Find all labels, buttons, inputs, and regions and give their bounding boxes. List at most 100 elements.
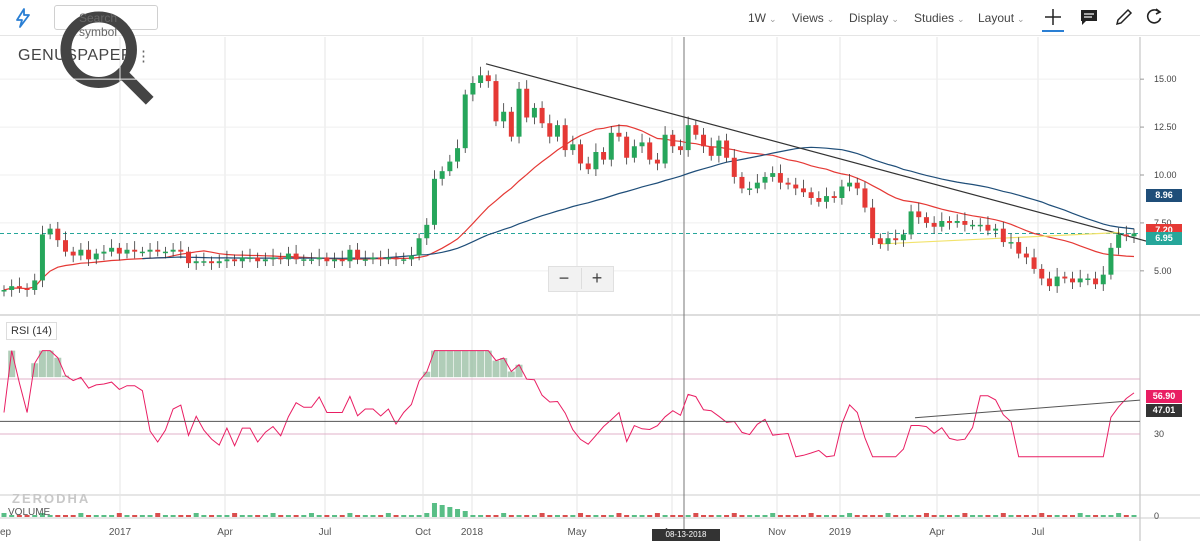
- candle-body: [816, 198, 822, 202]
- volume-bar: [447, 507, 453, 517]
- more-options-icon[interactable]: ⋮: [136, 48, 151, 65]
- price-tick-label: 10.00: [1154, 170, 1177, 180]
- volume-bar: [962, 513, 968, 517]
- candle-body: [793, 184, 799, 189]
- candle-body: [147, 249, 153, 252]
- volume-bar: [1008, 515, 1014, 517]
- candle-body: [78, 249, 84, 256]
- volume-bar: [455, 509, 461, 517]
- candle-body: [654, 159, 660, 164]
- top-toolbar: Search symbol 1W ⌄ Views ⌄ Display ⌄ Studie…: [0, 0, 1200, 105]
- interval-menu[interactable]: 1W ⌄: [748, 11, 777, 25]
- volume-bar: [947, 515, 953, 517]
- volume-bar: [185, 515, 191, 517]
- time-tick-label: Apr: [217, 527, 233, 538]
- volume-bar: [62, 515, 68, 517]
- volume-bar: [931, 515, 937, 517]
- candle-body: [939, 221, 945, 227]
- candle-body: [777, 173, 783, 183]
- layout-menu[interactable]: Layout ⌄: [978, 11, 1025, 25]
- studies-menu[interactable]: Studies ⌄: [914, 11, 965, 25]
- volume-bar: [993, 515, 999, 517]
- lightning-logo-icon[interactable]: [12, 7, 34, 29]
- volume-bar: [985, 515, 991, 517]
- candle-body: [62, 240, 68, 252]
- volume-bar: [193, 513, 199, 517]
- volume-bar: [178, 515, 184, 517]
- candle-body: [201, 261, 207, 263]
- candle-body: [1008, 242, 1014, 244]
- volume-bar: [162, 515, 168, 517]
- time-tick-label: May: [568, 527, 587, 538]
- time-tick-label: Jul: [1032, 527, 1045, 538]
- candle-body: [693, 125, 699, 135]
- candle-body: [1039, 268, 1045, 279]
- candle-body: [93, 253, 99, 260]
- candle-body: [132, 249, 138, 252]
- candle-body: [155, 249, 161, 252]
- volume-bar: [570, 515, 576, 517]
- comment-icon[interactable]: [1078, 6, 1100, 28]
- crosshair-tool-icon[interactable]: [1042, 6, 1064, 32]
- volume-bar: [839, 515, 845, 517]
- pencil-icon[interactable]: [1113, 6, 1135, 28]
- zoom-in-button[interactable]: +: [581, 268, 612, 289]
- volume-bar: [647, 515, 653, 517]
- candle-body: [947, 221, 953, 223]
- candle-body: [285, 253, 291, 260]
- volume-bar: [255, 515, 261, 517]
- volume-bar: [777, 515, 783, 517]
- volume-bar: [954, 515, 960, 517]
- candle-body: [670, 134, 676, 147]
- candle-body: [339, 259, 345, 262]
- volume-bar: [1116, 513, 1122, 517]
- layout-label: Layout: [978, 11, 1015, 25]
- watermark: ZERODHA: [12, 491, 91, 506]
- volume-bar: [93, 515, 99, 517]
- rsi-overbought-fill: [8, 350, 523, 378]
- candle-body: [701, 134, 707, 147]
- candle-body: [462, 94, 468, 149]
- price-chart[interactable]: ep2017AprJulOct2018MayAugNov2019AprJul15…: [0, 37, 1200, 541]
- volume-bar: [608, 515, 614, 517]
- volume-bar: [885, 513, 891, 517]
- time-tick-label: Nov: [768, 527, 786, 538]
- volume-bar: [824, 515, 830, 517]
- candle-body: [847, 182, 853, 187]
- volume-bar: [1046, 515, 1052, 517]
- volume-bar: [393, 515, 399, 517]
- candle-body: [416, 238, 422, 256]
- volume-bar: [862, 515, 868, 517]
- volume-bar: [1070, 515, 1076, 517]
- volume-bar: [247, 515, 253, 517]
- zoom-out-button[interactable]: −: [558, 268, 570, 288]
- search-input[interactable]: Search symbol: [54, 5, 158, 105]
- candle-body: [601, 152, 607, 160]
- candle-body: [962, 221, 968, 225]
- volume-bar: [139, 515, 145, 517]
- rsi-ma-value-tag: 47.01: [1146, 404, 1182, 417]
- candle-body: [624, 136, 630, 158]
- price-tick-label: 15.00: [1154, 74, 1177, 84]
- candle-body: [1100, 274, 1106, 285]
- volume-bar: [916, 515, 922, 517]
- candle-body: [116, 247, 122, 254]
- volume-bar: [1085, 515, 1091, 517]
- candle-body: [1131, 233, 1137, 237]
- volume-bar: [693, 513, 699, 517]
- volume-bar: [731, 513, 737, 517]
- display-menu[interactable]: Display ⌄: [849, 11, 899, 25]
- rsi-indicator-label[interactable]: RSI (14): [6, 322, 57, 340]
- candle-body: [55, 228, 61, 241]
- candle-body: [539, 107, 545, 124]
- volume-bar: [800, 515, 806, 517]
- volume-bar: [808, 513, 814, 517]
- volume-bar: [1077, 513, 1083, 517]
- candle-body: [185, 251, 191, 264]
- candle-body: [1016, 242, 1022, 254]
- refresh-icon[interactable]: [1143, 6, 1165, 28]
- views-menu[interactable]: Views ⌄: [792, 11, 834, 25]
- volume-bar: [793, 515, 799, 517]
- candle-body: [109, 247, 115, 252]
- search-placeholder: Search symbol: [79, 11, 118, 39]
